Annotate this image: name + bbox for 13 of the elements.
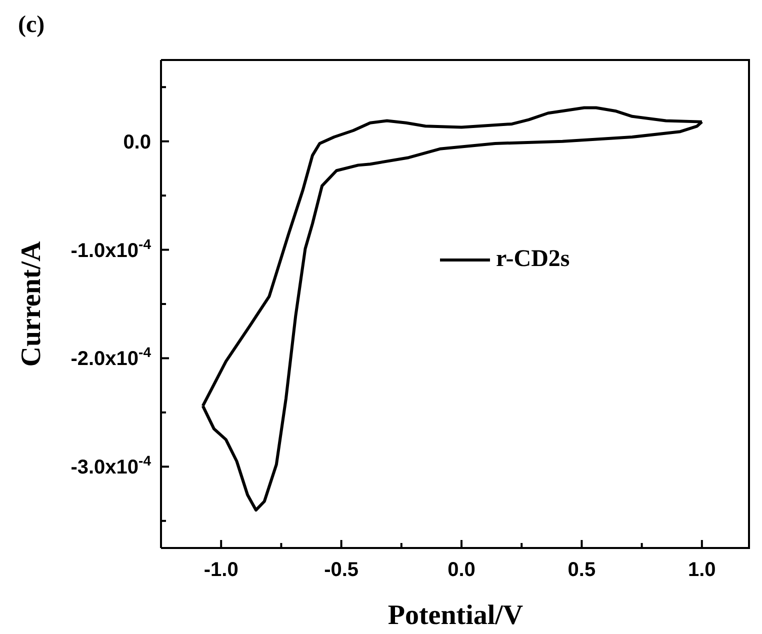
- x-tick-label: -1.0: [204, 559, 238, 581]
- y-tick-label: -1.0x10$^{-4}$: [70, 236, 152, 262]
- y-tick-label: -3.0x10$^{-4}$: [70, 452, 152, 479]
- x-tick-label: -0.5: [324, 559, 359, 581]
- y-tick-label: -2.0x10$^{-4}$: [70, 344, 152, 370]
- x-tick-label: 1.0: [688, 559, 716, 581]
- legend-label: r-CD2s: [496, 246, 570, 273]
- x-tick-label: 0.0: [448, 559, 476, 581]
- y-axis-title: Current/A: [16, 240, 47, 367]
- x-tick-label: 0.5: [568, 559, 596, 581]
- y-tick-label: 0.0: [123, 131, 151, 154]
- chart-title: (c): [18, 12, 45, 39]
- x-axis-title: Potential/V: [388, 600, 524, 631]
